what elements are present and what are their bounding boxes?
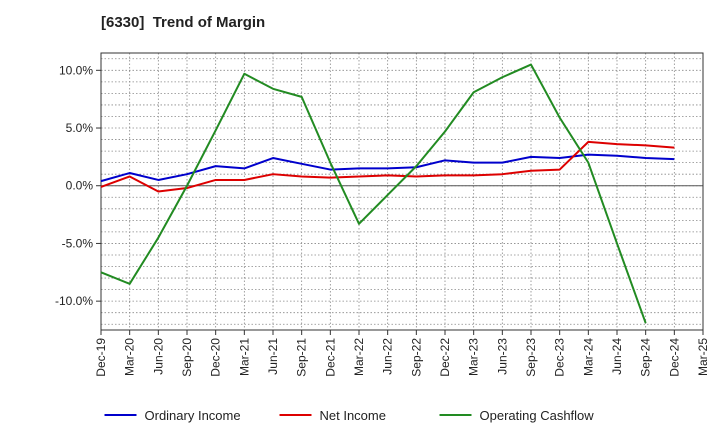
series-layer xyxy=(100,63,675,324)
x-tick-label: Jun-23 xyxy=(495,338,509,375)
x-tick-label: Mar-22 xyxy=(352,338,366,376)
y-tick-label: 10.0% xyxy=(59,63,93,77)
x-tick-label: Dec-22 xyxy=(438,338,452,377)
x-tick-label: Sep-24 xyxy=(639,338,653,377)
x-tick-label: Mar-24 xyxy=(581,338,595,376)
legend-item-ordinary-income: Ordinary Income xyxy=(104,408,241,423)
x-tick-label: Dec-19 xyxy=(94,338,108,377)
y-tick-label: -10.0% xyxy=(55,294,93,308)
x-tick-label: Jun-24 xyxy=(610,338,624,375)
legend: Ordinary Income Net Income Operating Cashf… xyxy=(104,408,595,423)
ordinary-income-line xyxy=(100,153,675,183)
legend-label: Operating Cashflow xyxy=(480,408,595,423)
legend-item-operating-cashflow: Operating Cashflow xyxy=(439,408,595,423)
axis-layer: 10.0% 5.0% 0.0% -5.0% -10.0% Dec-19 Mar-20 Jun-… xyxy=(55,52,710,377)
x-tick-label: Mar-25 xyxy=(696,338,710,376)
operating-cashflow-line xyxy=(100,63,647,324)
legend-label: Net Income xyxy=(320,408,386,423)
x-tick-label: Dec-24 xyxy=(667,338,681,377)
x-tick-label: Sep-23 xyxy=(524,338,538,377)
grid-layer xyxy=(100,53,704,330)
chart-title: [6330] Trend of Margin xyxy=(101,14,266,31)
x-tick-label: Mar-21 xyxy=(237,338,251,376)
x-tick-label: Sep-22 xyxy=(409,338,423,377)
legend-item-net-income: Net Income xyxy=(279,408,386,423)
x-tick-label: Mar-20 xyxy=(123,338,137,376)
legend-label: Ordinary Income xyxy=(145,408,241,423)
x-tick-label: Mar-23 xyxy=(467,338,481,376)
plot-frame xyxy=(100,52,704,331)
y-tick-label: 0.0% xyxy=(66,179,94,193)
x-tick-label: Dec-20 xyxy=(209,338,223,377)
y-tick-label: 5.0% xyxy=(66,121,94,135)
x-tick-label: Jun-21 xyxy=(266,338,280,375)
x-tick-label: Jun-20 xyxy=(151,338,165,375)
y-tick-label: -5.0% xyxy=(62,236,94,250)
net-income-line xyxy=(100,140,675,193)
x-tick-label: Sep-20 xyxy=(180,338,194,377)
x-tick-label: Sep-21 xyxy=(295,338,309,377)
x-tick-label: Jun-22 xyxy=(381,338,395,375)
x-tick-label: Dec-21 xyxy=(323,338,337,377)
x-tick-label: Dec-23 xyxy=(553,338,567,377)
